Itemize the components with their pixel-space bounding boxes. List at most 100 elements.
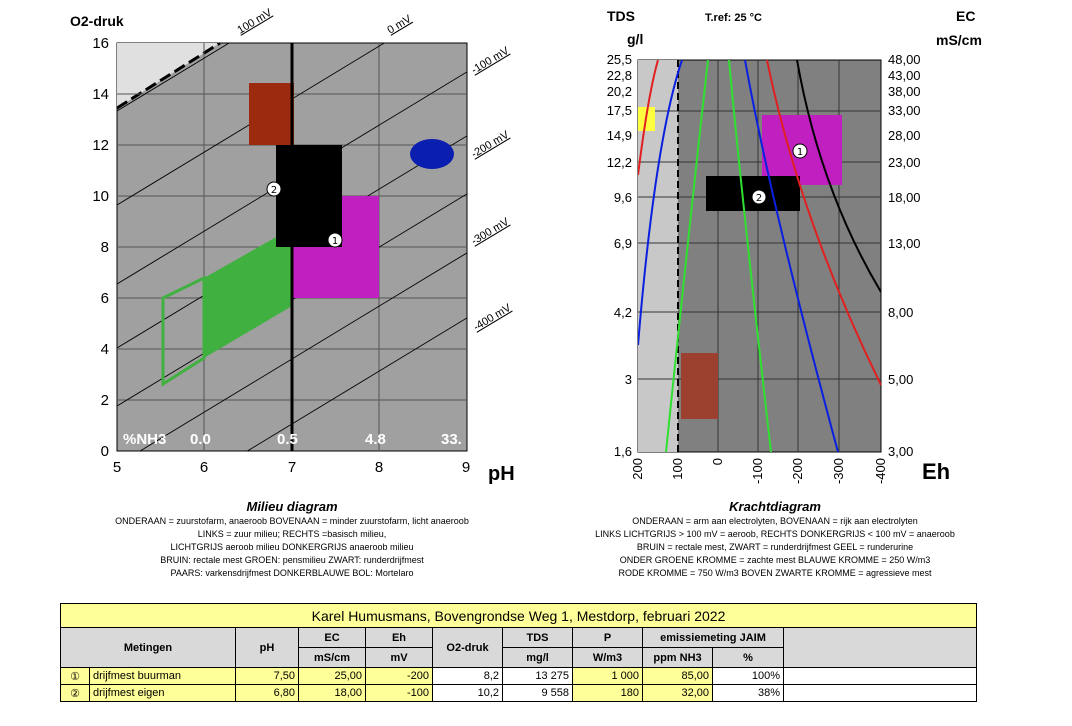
tds-unit: g/l <box>627 31 643 47</box>
row-o2: 10,2 <box>432 684 503 702</box>
tds-tick-label: 20,2 <box>607 84 632 99</box>
ec-axis-title: EC <box>956 8 975 24</box>
milieu-diagram: %NH3 0.0 0.5 4.8 33. 1 2 O2-druk 0 2 4 6… <box>70 6 515 485</box>
eh-axis-label: Eh <box>922 459 950 484</box>
tds-tick-label: 1,6 <box>614 444 632 459</box>
green-outline-region <box>161 275 206 387</box>
row-pct: 100% <box>712 667 784 685</box>
ec-tick-label: 43,00 <box>888 68 921 83</box>
tds-tick-label: 17,5 <box>607 103 632 118</box>
mv-label: 100 mV <box>235 6 274 36</box>
x-tick-label: 7 <box>288 459 296 476</box>
nh3-labels: %NH3 0.0 0.5 4.8 33. <box>123 431 462 448</box>
svg-text:1: 1 <box>332 236 338 247</box>
kracht-caption-title: Krachtdiagram <box>729 499 821 514</box>
header-eh: Eh <box>365 627 433 648</box>
mv-label: -400 mV <box>471 302 513 334</box>
tds-tick-label: 3 <box>625 372 632 387</box>
row-empty <box>783 684 977 702</box>
mv-label: -300 mV <box>469 216 511 248</box>
brown-rectal-region <box>681 353 718 419</box>
table-row: ① drijfmest buurman 7,50 25,00 -200 8,2 … <box>60 667 977 685</box>
nh3-value: 33. <box>441 431 462 448</box>
tds-axis-title: TDS <box>607 8 635 24</box>
nh3-value: 0.5 <box>277 431 298 448</box>
row-ec: 18,00 <box>298 684 366 702</box>
caption-line: ONDERAAN = zuurstofarm, anaeroob BOVENAA… <box>115 516 469 526</box>
y-tick-label: 12 <box>92 137 109 154</box>
row-nh3: 32,00 <box>642 684 713 702</box>
red-curve <box>766 60 881 386</box>
eh-tick-label: -400 <box>873 458 888 484</box>
ec-tick-label: 3,00 <box>888 444 913 459</box>
ph-axis-label: pH <box>488 463 515 485</box>
row-eh: -200 <box>365 667 433 685</box>
x-tick-label: 8 <box>375 459 383 476</box>
y-tick-label: 0 <box>101 443 109 460</box>
o2-axis-title: O2-druk <box>70 13 124 29</box>
caption-line: LINKS LICHTGRIJS > 100 mV = aeroob, RECH… <box>595 529 955 539</box>
caption-line: LINKS = zuur milieu; RECHTS =basisch mil… <box>197 529 387 539</box>
y-tick-label: 16 <box>92 35 109 52</box>
row-name: drijfmest eigen <box>89 684 236 702</box>
svg-text:1: 1 <box>797 147 803 158</box>
caption-line: ONDERAAN = arm aan electrolyten, BOVENAA… <box>632 516 918 526</box>
eh-tick-label: 200 <box>630 458 645 480</box>
header-metingen: Metingen <box>60 627 236 668</box>
row-tds: 9 558 <box>502 684 573 702</box>
row-tds: 13 275 <box>502 667 573 685</box>
milieu-marker-2: 2 <box>266 181 282 197</box>
header-o2: O2-druk <box>432 627 503 668</box>
y-tick-label: 10 <box>92 188 109 205</box>
tds-tick-label: 14,9 <box>607 128 632 143</box>
caption-line: BRUIN = rectale mest, ZWART = runderdrij… <box>636 542 914 552</box>
header-p: P <box>572 627 643 648</box>
header-tds: TDS <box>502 627 573 648</box>
aerobic-boundary-dashed <box>117 43 221 110</box>
row-p: 180 <box>572 684 643 702</box>
ec-tick-label: 5,00 <box>888 372 913 387</box>
blue-curve <box>744 60 839 452</box>
milieu-caption: Milieu diagram ONDERAAN = zuurstofarm, a… <box>62 498 522 580</box>
green-rumen-region <box>204 230 292 358</box>
ec-tick-label: 38,00 <box>888 84 921 99</box>
row-o2: 8,2 <box>432 667 503 685</box>
nh3-value: 0.0 <box>190 431 211 448</box>
kracht-marker-1: 1 <box>792 143 808 159</box>
red-curve <box>638 60 659 176</box>
ec-tick-label: 18,00 <box>888 190 921 205</box>
kracht-diagram: 1 2 TDS g/l T.ref: 25 °C EC mS/cm 25,5 2… <box>607 8 982 484</box>
header-ec: EC <box>298 627 366 648</box>
svg-text:2: 2 <box>756 193 762 204</box>
header-nh3-unit: ppm NH3 <box>642 647 713 668</box>
row-eh: -100 <box>365 684 433 702</box>
y-tick-label: 4 <box>101 341 109 358</box>
row-name: drijfmest buurman <box>89 667 236 685</box>
milieu-x-ticks: 5 6 7 8 9 <box>113 459 470 476</box>
ec-tick-label: 8,00 <box>888 305 913 320</box>
measurement-table: Karel Humusmans, Bovengrondse Weg 1, Mes… <box>60 603 977 702</box>
black-curve <box>796 60 881 293</box>
milieu-caption-title: Milieu diagram <box>246 499 338 514</box>
black-cattle-region <box>276 145 342 247</box>
mv-label: 0 mV <box>385 13 414 37</box>
header-p-unit: W/m3 <box>572 647 643 668</box>
mortelaro-ball <box>410 139 454 169</box>
eh-tick-label: -100 <box>750 458 765 484</box>
header-pct-unit: % <box>712 647 784 668</box>
tds-tick-label: 22,8 <box>607 68 632 83</box>
x-tick-label: 5 <box>113 459 121 476</box>
tds-ticks: 25,5 22,8 20,2 17,5 14,9 12,2 9,6 6,9 4,… <box>607 52 632 459</box>
header-emissie: emissiemeting JAIM <box>642 627 784 648</box>
nh3-title: %NH3 <box>123 431 166 448</box>
eh-ticks: 200 100 0 -100 -200 -300 -400 <box>630 458 888 484</box>
ec-tick-label: 13,00 <box>888 236 921 251</box>
ec-unit: mS/cm <box>936 32 982 48</box>
eh-tick-label: 100 <box>670 458 685 480</box>
row-nh3: 85,00 <box>642 667 713 685</box>
caption-line: ONDER GROENE KROMME = zachte mest BLAUWE… <box>619 555 931 565</box>
y-tick-label: 8 <box>101 239 109 256</box>
row-pct: 38% <box>712 684 784 702</box>
y-tick-label: 6 <box>101 290 109 307</box>
kracht-marker-2: 2 <box>751 189 767 205</box>
